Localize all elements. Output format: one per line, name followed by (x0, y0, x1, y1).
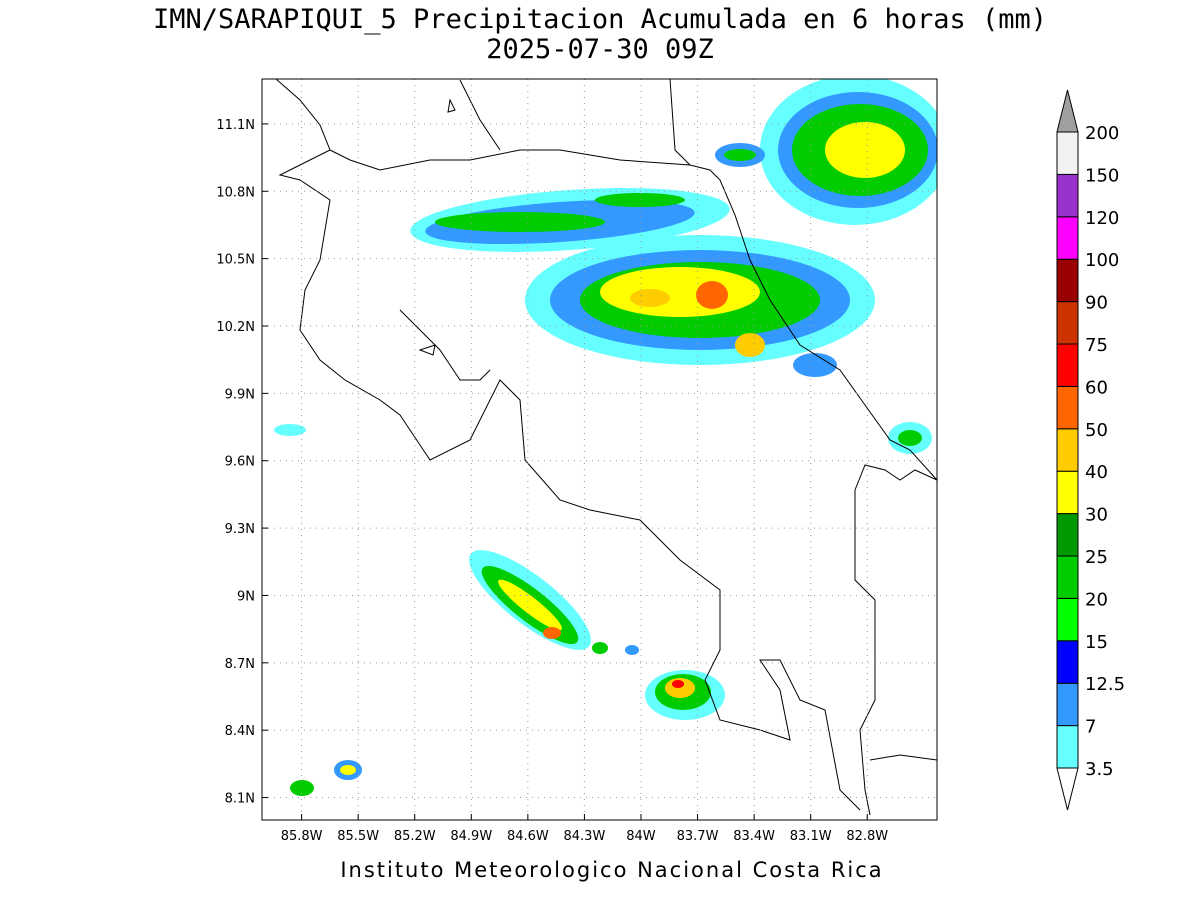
y-tick-label: 8.4N (225, 724, 255, 739)
x-tick-label: 85.5W (337, 829, 379, 844)
x-tick-label: 82.8W (846, 829, 888, 844)
colorbar-swatch (1056, 640, 1079, 684)
colorbar-swatch (1056, 597, 1079, 642)
colorbar-swatch (1056, 725, 1079, 769)
x-tick-label: 84.6W (507, 829, 549, 844)
y-tick-label: 10.2N (216, 320, 255, 335)
colorbar-over (1056, 89, 1079, 133)
colorbar-swatch (1056, 258, 1079, 303)
colorbar-label: 20 (1085, 589, 1108, 610)
y-tick-label: 8.1N (225, 792, 255, 807)
colorbar-label: 30 (1085, 505, 1108, 526)
colorbar-label: 12.5 (1085, 674, 1125, 695)
colorbar-swatch (1056, 385, 1079, 430)
colorbar-swatch (1056, 173, 1079, 218)
y-tick-label: 10.5N (216, 253, 255, 268)
colorbar-swatch (1056, 131, 1079, 175)
colorbar-label: 25 (1085, 547, 1108, 568)
colorbar-label: 120 (1085, 208, 1119, 229)
axes: 85.8W 85.5W 85.2W 84.9W 84.6W 84.3W 84W 83.7W 83… (216, 79, 937, 844)
x-tick-label: 83.4W (733, 829, 775, 844)
colorbar-label: 150 (1085, 165, 1119, 186)
coastline (275, 79, 937, 816)
x-tick-label: 85.2W (394, 829, 436, 844)
map-subtitle: 2025-07-30 09Z (486, 34, 714, 65)
y-tick-label: 11.1N (216, 118, 255, 133)
colorbar-label: 3.5 (1085, 759, 1114, 780)
colorbar-swatch (1056, 301, 1079, 345)
y-tick-label: 9N (237, 589, 255, 604)
map-title: IMN/SARAPIQUI_5 Precipitacion Acumulada … (153, 4, 1047, 35)
colorbar-label: 75 (1085, 335, 1108, 356)
colorbar-label: 40 (1085, 462, 1108, 483)
colorbar: 3.5 7 12.5 15 20 25 30 40 50 60 75 90 100 120 150 200 (1056, 89, 1125, 811)
colorbar-label: 200 (1085, 123, 1119, 144)
colorbar-label: 90 (1085, 293, 1108, 314)
colorbar-label: 15 (1085, 632, 1108, 653)
colorbar-swatch (1056, 682, 1079, 727)
colorbar-swatch (1056, 216, 1079, 260)
colorbar-swatch (1056, 513, 1079, 557)
plot-frame (261, 78, 938, 821)
y-tick-label: 9.3N (225, 522, 255, 537)
x-tick-label: 83.7W (677, 829, 719, 844)
precipitation-field (274, 79, 937, 796)
x-tick-label: 84W (626, 829, 656, 844)
x-tick-label: 84.9W (450, 829, 492, 844)
colorbar-swatch (1056, 343, 1079, 387)
colorbar-swatch (1056, 428, 1079, 472)
y-tick-label: 9.9N (225, 387, 255, 402)
y-tick-label: 8.7N (225, 657, 255, 672)
footer: Instituto Meteorologico Nacional Costa R… (340, 858, 883, 882)
colorbar-swatch (1056, 470, 1079, 515)
y-tick-label: 9.6N (225, 455, 255, 470)
x-tick-label: 85.8W (281, 829, 323, 844)
colorbar-label: 50 (1085, 420, 1108, 441)
x-tick-label: 83.1W (790, 829, 832, 844)
colorbar-under (1056, 767, 1079, 811)
colorbar-label: 60 (1085, 377, 1108, 398)
colorbar-swatch (1056, 555, 1079, 599)
x-tick-label: 84.3W (564, 829, 606, 844)
colorbar-label: 7 (1085, 717, 1096, 738)
colorbar-label: 100 (1085, 250, 1119, 271)
y-tick-label: 10.8N (216, 185, 255, 200)
